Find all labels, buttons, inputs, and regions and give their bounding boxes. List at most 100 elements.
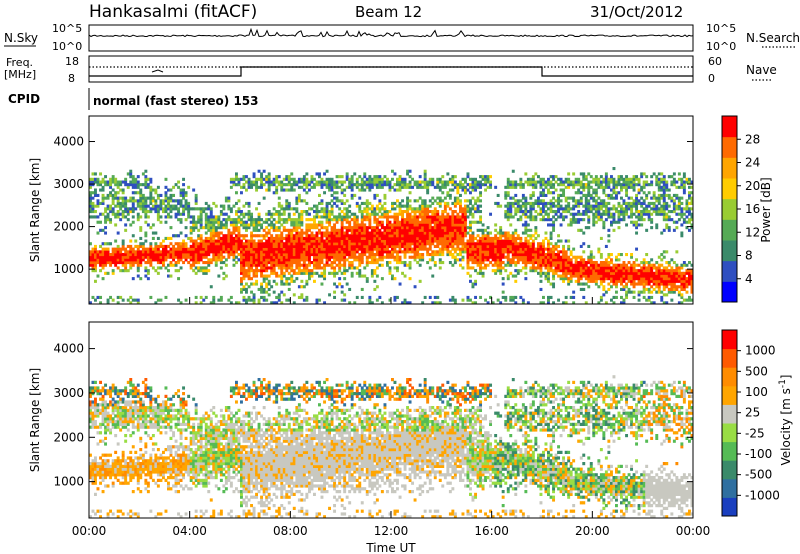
power-cell <box>295 207 299 211</box>
power-cell <box>328 253 332 257</box>
power-cell <box>388 183 392 187</box>
power-cell <box>396 255 399 259</box>
power-cell <box>396 212 399 216</box>
power-cell <box>549 191 553 195</box>
power-cell <box>202 242 206 246</box>
power-cell <box>529 204 533 208</box>
power-cell <box>615 271 618 275</box>
power-cell <box>109 193 113 197</box>
power-cell <box>443 244 447 248</box>
power-cell <box>567 204 571 208</box>
power-cell <box>149 242 153 246</box>
power-cell <box>589 266 593 270</box>
power-cell <box>370 269 374 273</box>
power-cell <box>222 247 226 251</box>
power-cell <box>542 180 545 184</box>
power-cell <box>542 263 545 267</box>
power-cell <box>542 271 545 275</box>
power-cell <box>506 247 510 251</box>
power-cell <box>330 255 334 259</box>
power-cell <box>343 234 347 238</box>
power-cell <box>330 193 334 197</box>
power-cell <box>501 266 505 270</box>
power-cell <box>199 269 203 273</box>
power-cell <box>350 185 354 189</box>
power-cell <box>363 223 367 227</box>
power-cell <box>184 191 188 195</box>
power-cell <box>363 201 367 205</box>
power-cell <box>438 242 442 246</box>
power-cell <box>91 180 95 184</box>
power-cell <box>423 236 427 240</box>
power-cell <box>572 266 576 270</box>
power-cell <box>431 239 435 243</box>
power-cell <box>406 228 410 232</box>
power-cell <box>265 239 269 243</box>
power-cell <box>282 220 286 224</box>
power-cell <box>287 261 291 265</box>
power-cell <box>343 207 347 211</box>
power-cell <box>602 293 606 297</box>
power-cell <box>247 253 251 257</box>
power-cell <box>355 258 359 262</box>
power-cell <box>343 188 347 192</box>
power-cell <box>295 199 299 203</box>
power-cell <box>285 220 289 224</box>
power-cell <box>567 244 571 248</box>
power-cell <box>378 223 382 227</box>
power-cell <box>340 199 344 203</box>
power-cell <box>129 169 133 173</box>
power-cell <box>625 271 629 275</box>
power-cell <box>300 177 304 181</box>
power-cell <box>539 210 543 214</box>
power-cell <box>539 279 543 283</box>
power-cell <box>325 231 329 235</box>
power-cell <box>146 223 150 227</box>
power-cell <box>411 228 415 232</box>
power-cell <box>292 223 296 227</box>
power-cell <box>272 183 276 187</box>
power-cell <box>464 188 467 192</box>
power-cell <box>240 253 243 257</box>
power-cell <box>396 261 399 265</box>
power-cell <box>602 220 606 224</box>
power-cell <box>438 204 442 208</box>
power-cell <box>542 295 545 299</box>
power-cell <box>408 169 412 173</box>
power-cell <box>403 220 407 224</box>
power-cell <box>597 271 601 275</box>
power-cell <box>262 220 266 224</box>
power-cell <box>240 258 243 262</box>
power-cell <box>169 255 173 259</box>
power-cell <box>604 180 608 184</box>
power-cell <box>360 223 364 227</box>
power-cell <box>526 301 530 304</box>
power-cell <box>149 255 153 259</box>
power-cell <box>549 185 553 189</box>
power-cell <box>383 255 387 259</box>
power-cell <box>577 263 581 267</box>
power-cell <box>587 188 591 192</box>
power-cell <box>358 247 362 251</box>
power-cell <box>149 210 153 214</box>
power-cell <box>280 218 284 222</box>
power-cell <box>227 218 231 222</box>
power-cell <box>164 204 168 208</box>
power-cell <box>486 236 490 240</box>
power-cell <box>126 172 130 176</box>
power-cell <box>255 274 259 278</box>
power-cell <box>479 250 483 254</box>
power-cell <box>499 247 503 251</box>
power-cell <box>229 301 233 304</box>
power-cell <box>282 274 286 278</box>
power-cell <box>151 258 155 262</box>
power-cell <box>627 204 631 208</box>
power-cell <box>209 244 213 248</box>
power-cell <box>245 188 248 192</box>
power-cell <box>604 212 608 216</box>
power-cell <box>461 247 465 251</box>
power-cell <box>549 207 553 211</box>
power-cell <box>524 223 528 227</box>
power-cell <box>630 277 634 281</box>
power-cell <box>569 207 573 211</box>
